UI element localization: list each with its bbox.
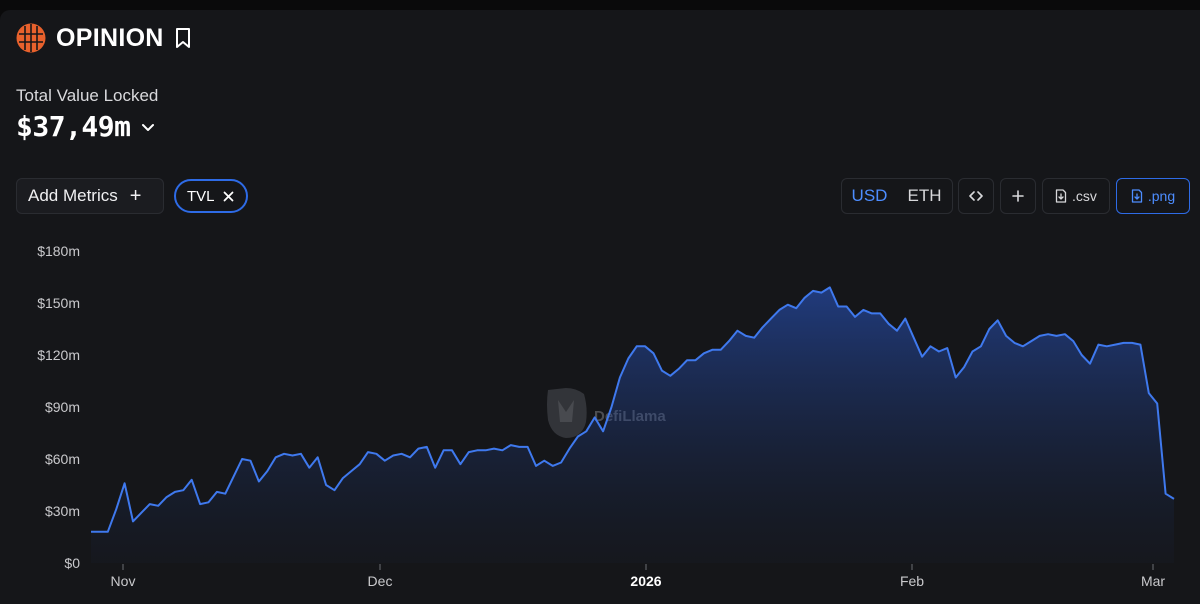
y-tick-label: $30m (45, 503, 80, 519)
opinion-logo (16, 23, 46, 53)
y-axis: $0 $30m $60m $90m $120m $150m $180m (37, 243, 80, 571)
protocol-panel: OPINION Total Value Locked $37,49m Add M… (0, 10, 1200, 604)
tvl-chip-label: TVL (187, 187, 215, 205)
tvl-chart: DefiLlama $0$30m$60m$90m$120m$150m$180m … (37, 243, 1175, 589)
currency-eth-option[interactable]: ETH (907, 186, 942, 205)
y-tick-label: $150m (37, 295, 80, 311)
y-tick-label: $90m (45, 399, 80, 415)
tvl-series-line (91, 286, 1175, 533)
x-axis: Nov Dec 2026 Feb Mar (111, 564, 1165, 589)
add-metrics-label: Add Metrics (28, 186, 118, 205)
png-label: .png (1147, 188, 1176, 204)
add-metrics-button[interactable]: Add Metrics + (16, 178, 164, 214)
x-tick-label: Dec (368, 573, 393, 589)
file-download-icon (1131, 189, 1143, 203)
plus-icon: + (129, 185, 142, 207)
chevron-down-icon (141, 123, 154, 131)
title-row: OPINION (16, 23, 192, 53)
add-chart-button[interactable] (1000, 178, 1036, 214)
csv-label: .csv (1072, 188, 1097, 204)
plot-area (91, 286, 1175, 563)
download-png-button[interactable]: .png (1116, 178, 1190, 214)
page-title: OPINION (56, 23, 164, 52)
embed-code-button[interactable] (958, 178, 994, 214)
tvl-area-fill (91, 287, 1174, 563)
tvl-metric-chip[interactable]: TVL (174, 179, 248, 213)
y-tick-label: $180m (37, 243, 80, 259)
y-tick-label: $120m (37, 347, 80, 363)
x-tick-label: Feb (900, 573, 924, 589)
close-icon[interactable] (223, 191, 234, 202)
currency-toggle: USD ETH (841, 178, 953, 214)
tvl-value-dropdown[interactable]: $37,49m (16, 110, 155, 143)
download-csv-button[interactable]: .csv (1042, 178, 1110, 214)
file-download-icon (1055, 189, 1067, 203)
tvl-value: $37,49m (16, 110, 131, 143)
tvl-label: Total Value Locked (16, 86, 159, 105)
y-tick-label: $60m (45, 451, 80, 467)
x-tick-label: Nov (111, 573, 136, 589)
x-tick-label: 2026 (630, 573, 661, 589)
x-tick-label: Mar (1141, 573, 1165, 589)
y-tick-label: $0 (64, 555, 80, 571)
bookmark-icon[interactable] (174, 27, 192, 49)
code-icon (969, 191, 983, 201)
plus-icon (1012, 190, 1024, 202)
currency-usd-option[interactable]: USD (851, 186, 888, 205)
